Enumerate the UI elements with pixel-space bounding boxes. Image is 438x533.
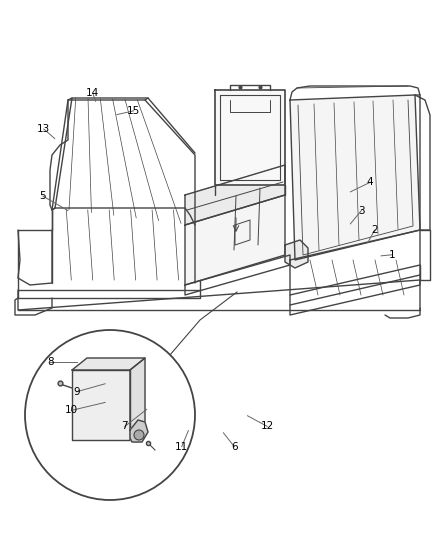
Polygon shape: [72, 358, 145, 370]
Polygon shape: [285, 240, 308, 268]
Polygon shape: [185, 195, 285, 285]
Circle shape: [25, 330, 195, 500]
Text: 1: 1: [389, 250, 396, 260]
Polygon shape: [72, 370, 130, 440]
Text: 4: 4: [367, 177, 374, 187]
Text: 15: 15: [127, 106, 140, 116]
Text: 8: 8: [47, 358, 54, 367]
Text: 2: 2: [371, 225, 378, 235]
Text: 14: 14: [86, 88, 99, 98]
Text: 7: 7: [121, 422, 128, 431]
Text: 5: 5: [39, 191, 46, 201]
Text: 9: 9: [73, 387, 80, 397]
Polygon shape: [130, 420, 148, 442]
Polygon shape: [290, 95, 420, 260]
Polygon shape: [130, 358, 145, 440]
Text: 13: 13: [37, 124, 50, 134]
Text: 10: 10: [65, 406, 78, 415]
Circle shape: [134, 430, 144, 440]
Polygon shape: [215, 90, 285, 185]
Polygon shape: [185, 165, 285, 225]
Text: 11: 11: [175, 442, 188, 451]
Text: 6: 6: [231, 442, 238, 451]
Text: 12: 12: [261, 422, 274, 431]
Text: 3: 3: [358, 206, 365, 215]
